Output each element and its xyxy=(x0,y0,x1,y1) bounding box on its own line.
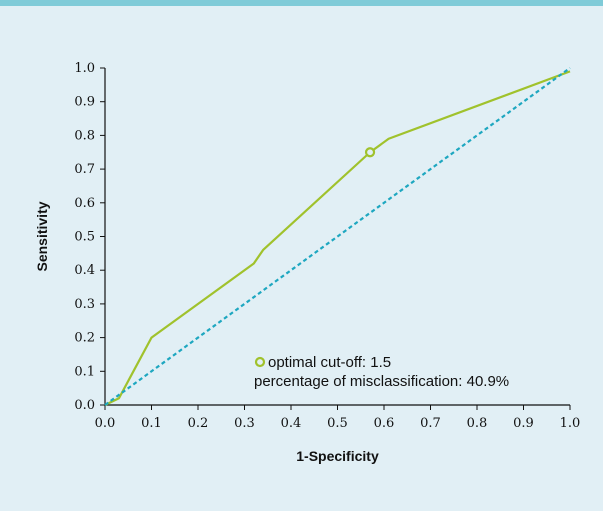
y-tick-label: 0.6 xyxy=(74,196,95,211)
top-accent-bar xyxy=(0,0,603,6)
x-tick-label: 0.3 xyxy=(234,416,255,431)
optimal-cutoff-legend-marker xyxy=(254,356,266,368)
y-tick-label: 0.2 xyxy=(74,331,95,346)
optimal-cutoff-point xyxy=(364,147,376,158)
annotation-optimal-cutoff: optimal cut-off: 1.5 xyxy=(268,354,391,371)
reference-diagonal-line xyxy=(104,67,571,406)
roc-curve-line xyxy=(104,70,571,406)
y-tick-label: 0.8 xyxy=(74,128,95,143)
x-tick-label: 0.9 xyxy=(513,416,534,431)
x-tick-label: 0.4 xyxy=(281,416,302,431)
y-tick-label: 0.3 xyxy=(74,297,95,312)
y-tick-label: 0.5 xyxy=(74,230,95,245)
x-tick-label: 1.0 xyxy=(560,416,581,431)
x-tick-label: 0.2 xyxy=(188,416,209,431)
x-tick-label: 0.7 xyxy=(420,416,441,431)
x-tick-label: 0.8 xyxy=(467,416,488,431)
y-tick-label: 0.0 xyxy=(74,398,95,413)
y-tick-label: 0.1 xyxy=(74,364,95,379)
x-tick-label: 0.6 xyxy=(374,416,395,431)
x-tick-label: 0.0 xyxy=(95,416,116,431)
y-axis-title: Sensitivity xyxy=(34,201,50,271)
y-tick-label: 0.9 xyxy=(74,95,95,110)
x-tick-label: 0.5 xyxy=(327,416,348,431)
annotation-misclassification: percentage of misclassification: 40.9% xyxy=(254,373,509,390)
x-tick-label: 0.1 xyxy=(141,416,162,431)
y-tick-label: 1.0 xyxy=(74,61,95,76)
y-tick-label: 0.4 xyxy=(74,263,95,278)
y-tick-label: 0.7 xyxy=(74,162,95,177)
x-axis-title: 1-Specificity xyxy=(296,448,379,464)
